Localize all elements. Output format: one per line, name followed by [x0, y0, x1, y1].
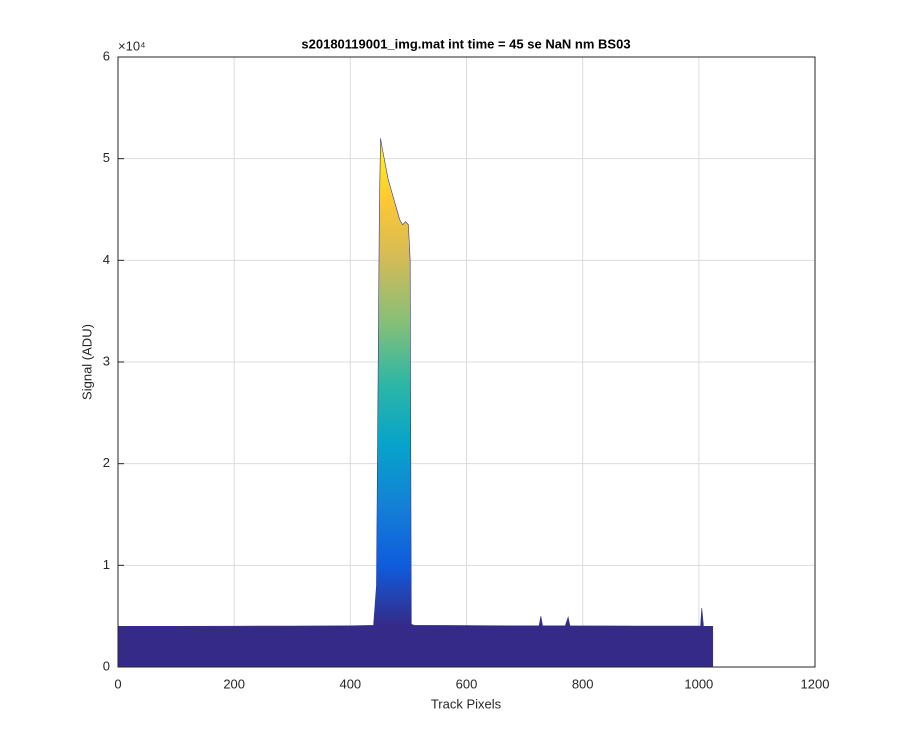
y-tick-label: 3 [103, 353, 110, 368]
y-axis-label: Signal (ADU) [79, 324, 94, 400]
y-multiplier: ×10⁴ [118, 38, 146, 53]
y-tick-label: 2 [103, 455, 110, 470]
x-axis-label: Track Pixels [431, 696, 502, 711]
x-tick-label: 400 [339, 676, 361, 691]
y-tick-label: 4 [103, 252, 110, 267]
y-tick-label: 5 [103, 150, 110, 165]
area [117, 138, 714, 668]
plot-frame [117, 56, 816, 668]
y-tick-label: 0 [103, 658, 110, 673]
x-tick-label: 600 [456, 676, 478, 691]
chart-title: s20180119001_img.mat int time = 45 se Na… [301, 36, 630, 51]
x-tick-label: 800 [572, 676, 594, 691]
y-tick-label: 6 [103, 48, 110, 63]
x-tick-label: 1200 [801, 676, 830, 691]
x-tick-label: 0 [114, 676, 121, 691]
y-tick-label: 1 [103, 557, 110, 572]
x-tick-label: 1000 [684, 676, 713, 691]
x-tick-label: 200 [223, 676, 245, 691]
